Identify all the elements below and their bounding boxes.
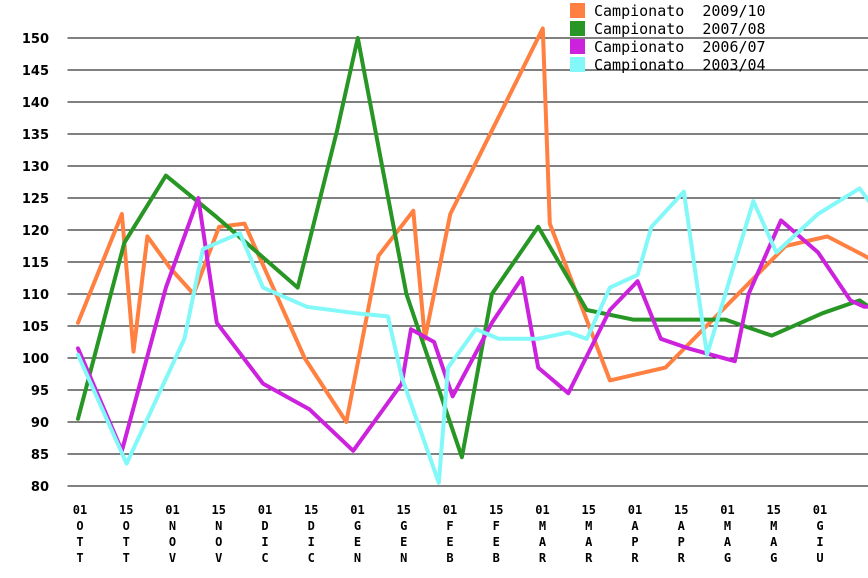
gridlines — [66, 20, 868, 488]
legend-swatch — [570, 39, 585, 54]
x-axis-ticks: 01 O T T 15 O T T 01 N O V 15 N O V 01 D I C 15 D I C 01 G E N 15 G E N… — [73, 503, 827, 565]
y-tick-label: 140 — [22, 96, 49, 111]
x-tick-label: 01 F E B — [443, 503, 457, 565]
y-tick-label: 110 — [22, 288, 49, 303]
legend-swatch — [570, 3, 585, 18]
series-line-3 — [76, 196, 868, 453]
legend-label: Campionato 2003/04 — [594, 56, 766, 74]
x-tick-label: 01 A P R — [628, 503, 642, 565]
x-tick-label: 15 A P R — [674, 503, 688, 565]
x-tick-label: 15 O T T — [119, 503, 133, 565]
y-tick-label: 80 — [31, 480, 49, 495]
y-tick-label: 130 — [22, 160, 49, 175]
x-tick-label: 01 N O V — [165, 503, 179, 565]
x-tick-label: 01 M A R — [535, 503, 549, 565]
y-tick-label: 150 — [22, 32, 49, 47]
series-line-2 — [76, 36, 868, 460]
series-line-1 — [76, 26, 868, 424]
y-tick-label: 100 — [22, 352, 49, 367]
y-tick-label: 85 — [31, 448, 49, 463]
y-tick-label: 145 — [22, 64, 49, 79]
series-line-4 — [76, 186, 868, 485]
x-tick-label: 15 F E B — [489, 503, 503, 565]
x-tick-label: 15 D I C — [304, 503, 318, 565]
x-tick-label: 15 G E N — [397, 503, 411, 565]
y-tick-label: 120 — [22, 224, 49, 239]
y-tick-label: 125 — [22, 192, 49, 207]
legend-swatch — [570, 21, 585, 36]
x-tick-label: 01 G I U — [813, 503, 827, 565]
legend-label: Campionato 2009/10 — [594, 2, 766, 20]
legend-label: Campionato 2006/07 — [594, 38, 766, 56]
y-tick-label: 95 — [31, 384, 49, 399]
y-tick-label: 90 — [31, 416, 49, 431]
x-tick-label: 01 D I C — [258, 503, 272, 565]
x-tick-label: 01 O T T — [73, 503, 87, 565]
x-tick-label: 01 M A G — [720, 503, 734, 565]
x-tick-label: 15 M A G — [767, 503, 781, 565]
series-lines — [76, 26, 868, 485]
y-axis-ticks: 80 85 90 95 100 105 110 115 120 125 130 135 140 145 15… — [22, 32, 49, 495]
x-tick-label: 15 N O V — [212, 503, 226, 565]
legend-label: Campionato 2007/08 — [594, 20, 766, 38]
x-tick-label: 15 M A R — [582, 503, 596, 565]
y-tick-label: 105 — [22, 320, 49, 335]
y-tick-label: 115 — [22, 256, 49, 271]
legend-swatch — [570, 57, 585, 72]
x-tick-label: 01 G E N — [350, 503, 364, 565]
y-tick-label: 135 — [22, 128, 49, 143]
